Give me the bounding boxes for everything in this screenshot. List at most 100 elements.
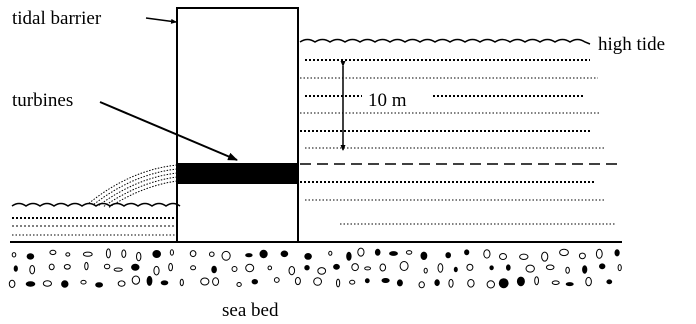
turbines-block: [177, 163, 298, 184]
pebble: [153, 265, 160, 276]
pebble: [534, 276, 539, 286]
pebble: [273, 277, 280, 283]
pebble: [29, 265, 36, 275]
pebble: [65, 252, 71, 257]
pebble: [113, 267, 123, 272]
pebble: [453, 266, 458, 273]
pebble: [304, 253, 312, 260]
pebble: [578, 252, 586, 260]
pebble: [136, 251, 142, 262]
pebble: [294, 276, 301, 286]
pebble: [582, 265, 588, 274]
pebble: [280, 250, 289, 258]
pebble: [445, 252, 452, 259]
pebble: [336, 278, 341, 288]
pebble: [464, 249, 470, 256]
pebble: [236, 282, 242, 287]
pebble: [405, 250, 413, 255]
pebble: [231, 266, 238, 272]
pebble: [333, 263, 340, 270]
pebble: [209, 251, 215, 257]
pebble: [565, 266, 570, 274]
pebble: [42, 280, 53, 287]
pebble: [212, 277, 220, 286]
pebble: [595, 248, 603, 259]
pebble: [516, 276, 525, 287]
pebble: [434, 279, 440, 287]
seabed-pebbles: [8, 247, 622, 289]
pebble: [351, 263, 359, 272]
pebble: [346, 251, 352, 261]
pebble: [189, 250, 197, 258]
pebble: [606, 279, 613, 285]
pebble: [179, 278, 184, 287]
pebble: [486, 280, 495, 289]
pebble: [498, 278, 509, 289]
pebble: [489, 265, 494, 271]
pebble: [103, 263, 111, 270]
pebble: [349, 279, 356, 285]
pebble: [467, 279, 475, 288]
pebble: [49, 249, 57, 256]
tidal-barrier-pointer: [145, 17, 177, 24]
pebble: [525, 264, 535, 273]
pebble: [169, 249, 174, 256]
pebble: [389, 251, 398, 256]
pebble: [328, 250, 333, 256]
pebble: [26, 253, 35, 260]
pebble: [168, 262, 174, 272]
pebble: [190, 265, 197, 271]
pebble: [288, 266, 296, 276]
pebble: [418, 281, 425, 289]
pebble: [466, 263, 474, 271]
pebble: [259, 249, 268, 259]
pebble: [545, 264, 555, 271]
tidal-barrier-wall: [176, 7, 299, 243]
pebble: [304, 265, 310, 271]
pebble: [559, 248, 569, 257]
pebble: [117, 280, 126, 287]
pebble: [357, 247, 365, 257]
pebble: [551, 280, 560, 286]
pebble: [585, 276, 592, 287]
turbines-label: turbines: [12, 90, 73, 111]
pebble: [399, 261, 409, 271]
pebble: [245, 263, 255, 273]
pebble: [221, 250, 231, 261]
pebble: [245, 253, 253, 258]
pebble: [364, 266, 372, 271]
pebble: [25, 281, 36, 287]
low-tide-water: [11, 202, 181, 236]
sea-bed-label: sea bed: [222, 300, 279, 321]
pebble: [267, 265, 273, 271]
pebble: [121, 249, 127, 258]
pebble: [131, 263, 140, 271]
pebble: [61, 280, 69, 288]
pebble: [374, 248, 381, 256]
pebble: [84, 261, 89, 271]
height-label-box: [362, 89, 432, 111]
pebble: [541, 251, 549, 262]
pebble: [211, 265, 217, 274]
pebble: [200, 277, 210, 286]
turbines-pointer: [99, 101, 238, 161]
pebble: [599, 263, 606, 270]
pebble: [617, 264, 622, 272]
pebble: [381, 278, 390, 283]
pebble: [499, 253, 507, 260]
pebble: [131, 275, 141, 285]
pebble: [48, 263, 55, 271]
tidal-barrier-label: tidal barrier: [12, 8, 102, 29]
water-outflow-jet: [87, 164, 178, 209]
high-tide-surface-wave: [299, 38, 591, 45]
pebble: [483, 249, 491, 259]
pebble: [364, 278, 370, 284]
pebble: [519, 253, 529, 260]
pebble: [11, 252, 17, 258]
pebble: [379, 263, 387, 272]
pebble: [63, 264, 71, 270]
pebble: [614, 249, 620, 257]
pebble: [251, 279, 259, 285]
height-label: 10 m: [368, 90, 407, 111]
